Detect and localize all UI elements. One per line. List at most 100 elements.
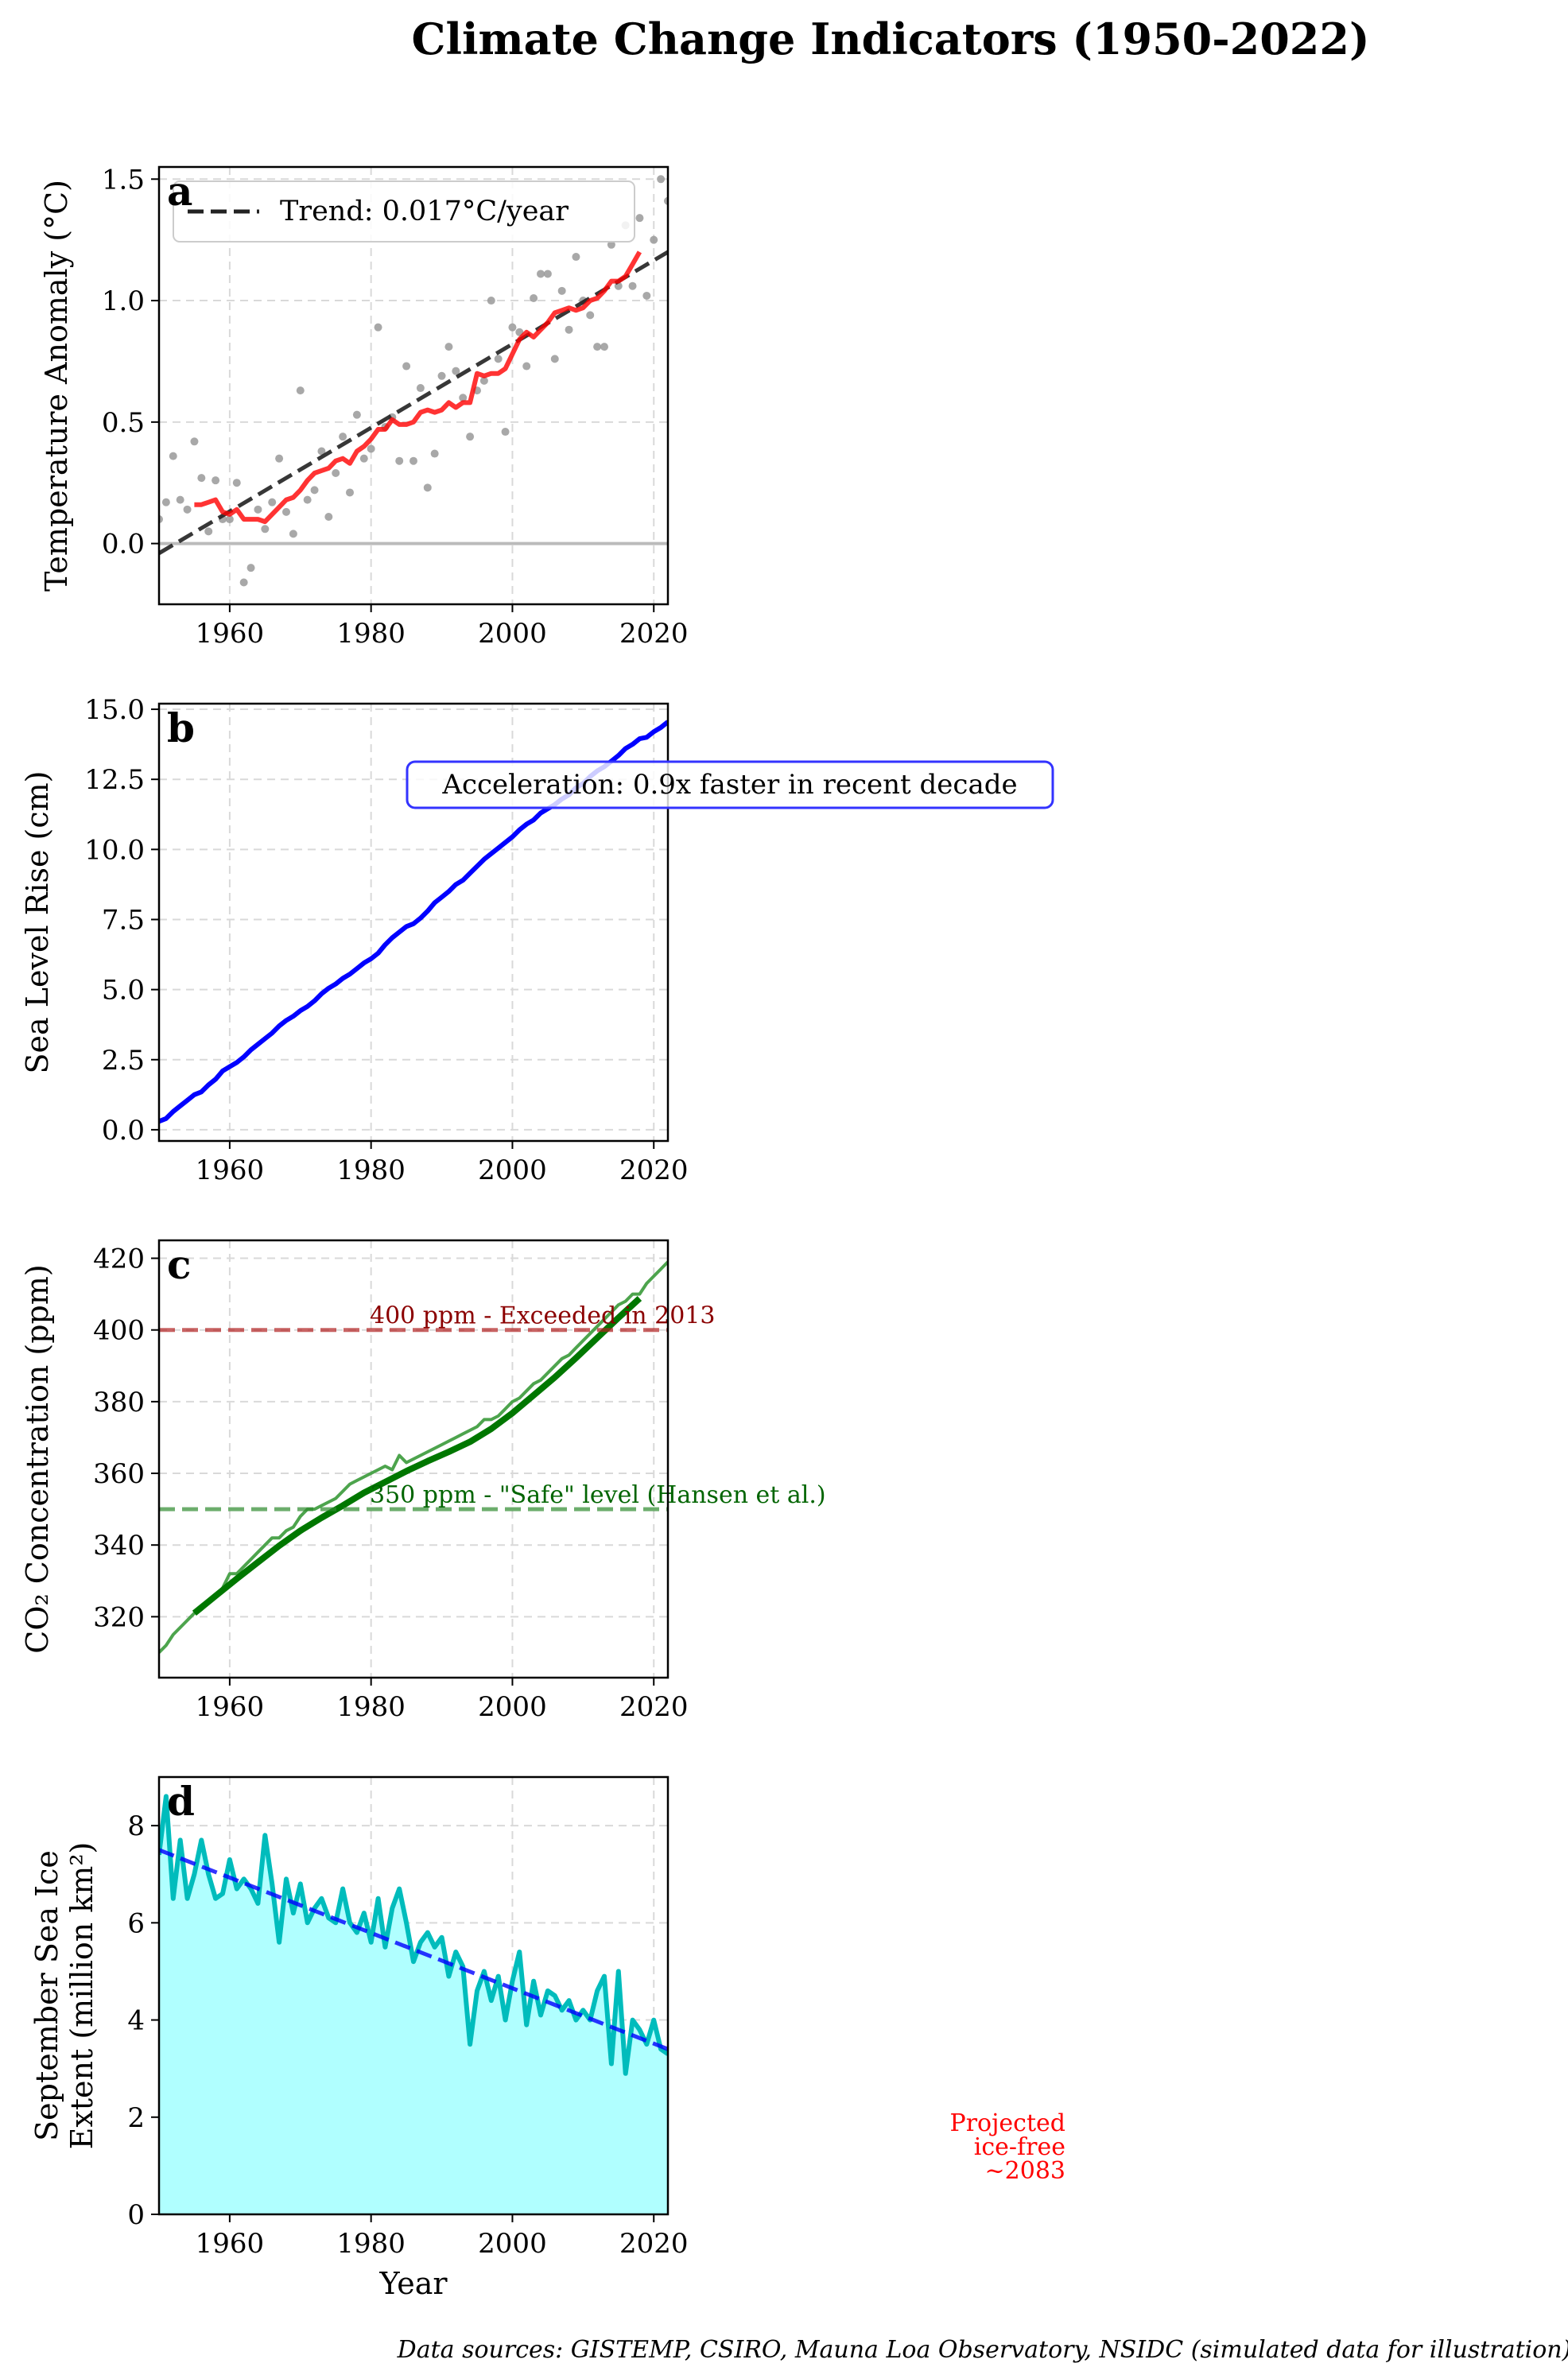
temperature-point (246, 564, 255, 572)
temperature-point (395, 456, 404, 465)
x-tick-label: 2020 (619, 1154, 689, 1186)
x-tick-label: 1980 (336, 618, 406, 650)
temperature-point (423, 483, 432, 492)
co2-400-reference-line-label: 400 ppm - Exceeded in 2013 (370, 1302, 716, 1330)
temperature-point (317, 447, 326, 456)
temperature-point (367, 444, 375, 453)
y-tick-label: 0.0 (102, 1115, 145, 1147)
x-tick-label: 2020 (619, 618, 689, 650)
y-tick-label: 0.5 (102, 407, 145, 439)
temperature-point (324, 513, 333, 521)
y-axis-label: Sea Level Rise (cm) (20, 771, 55, 1074)
temperature-point (261, 525, 270, 534)
co2-smoothed-line (192, 1296, 642, 1616)
acceleration-annotation-box (406, 760, 1054, 809)
y-tick-label: 2.5 (102, 1045, 145, 1077)
y-tick-label: 12.5 (84, 764, 145, 796)
temperature-point (657, 175, 666, 184)
y-tick-label: 380 (93, 1387, 145, 1418)
temperature-point (494, 355, 503, 363)
temperature-point (642, 291, 651, 300)
x-tick-label: 1960 (196, 1154, 265, 1186)
x-tick-label: 2020 (619, 2228, 689, 2260)
y-axis-label: Temperature Anomaly (°C) (39, 180, 74, 592)
y-tick-label: 0 (127, 2199, 145, 2231)
temperature-point (197, 474, 206, 483)
y-tick-label: 340 (93, 1530, 145, 1562)
x-tick-label: 1980 (336, 2228, 406, 2260)
temperature-point (176, 495, 184, 504)
sea-ice-line (159, 1794, 668, 2076)
axes-frame (157, 1775, 670, 2216)
temperature-point (650, 235, 658, 244)
temperature-point (479, 376, 488, 385)
temperature-point (522, 362, 531, 371)
x-tick-label: 1960 (196, 618, 265, 650)
temperature-point (437, 371, 446, 380)
temperature-point (444, 343, 453, 351)
temperature-point (466, 433, 475, 441)
temperature-point (402, 362, 411, 371)
co2-raw-line (159, 1260, 668, 1654)
temperature-point (530, 294, 538, 302)
temperature-point (225, 515, 234, 524)
temperature-point (339, 433, 347, 441)
y-tick-label: 4 (127, 2005, 145, 2037)
temperature-point (204, 527, 213, 536)
acceleration-annotation: Acceleration: 0.9x faster in recent deca… (406, 760, 1054, 809)
temperature-point (332, 469, 340, 477)
y-axis-label-line2: Extent (million km²) (64, 1842, 99, 2150)
temperature-point (586, 311, 595, 320)
panel-d-sea-ice: Projected ice-free ~2083 1960 1980 2000 2020 0 2… (29, 1775, 1065, 2301)
temperature-point (374, 323, 382, 332)
x-tick-label: 1980 (336, 1154, 406, 1186)
y-tick-label: 1.5 (102, 164, 145, 196)
x-tick-label: 2000 (478, 1154, 547, 1186)
temperature-point (572, 253, 580, 262)
temperature-point (254, 505, 262, 514)
temperature-point (635, 214, 644, 223)
y-tick-label: 360 (93, 1458, 145, 1490)
temperature-point (359, 454, 368, 463)
temperature-point (289, 530, 297, 538)
temperature-point (430, 449, 439, 458)
figure-footer: Data sources: GISTEMP, CSIRO, Mauna Loa … (397, 2336, 1568, 2364)
x-tick-label: 2000 (478, 2228, 547, 2260)
temperature-point (232, 479, 241, 487)
x-tick-label: 2000 (478, 1691, 547, 1723)
y-tick-label: 7.5 (102, 904, 145, 936)
legend-trend-label: Trend: 0.017°C/year (280, 196, 569, 227)
temperature-point (183, 505, 192, 514)
y-tick-label: 2 (127, 2102, 145, 2134)
temperature-point (600, 343, 608, 351)
plot-area (159, 1240, 668, 1678)
x-axis-label: Year (378, 2266, 448, 2301)
temperature-point (508, 323, 517, 332)
y-tick-label: 400 (93, 1315, 145, 1347)
y-axis-label: September Sea Ice (29, 1850, 64, 2141)
plot-area (159, 167, 668, 604)
temperature-point (268, 498, 277, 506)
temperature-point (296, 386, 305, 395)
axes-frame (157, 1239, 670, 1679)
temperature-point (169, 452, 177, 460)
temperature-point (487, 297, 495, 305)
temperature-point (282, 507, 290, 516)
temperature-point (452, 367, 460, 375)
panel-c-co2: 400 ppm - Exceeded in 2013 350 ppm - "Saf… (20, 1239, 826, 1723)
temperature-point (416, 384, 425, 393)
temperature-point (352, 410, 361, 419)
temperature-point (346, 488, 354, 497)
figure-title: Climate Change Indicators (1950-2022) (411, 14, 1369, 64)
x-tick-label: 1960 (196, 1691, 265, 1723)
temperature-point (628, 281, 637, 290)
y-tick-label: 420 (93, 1244, 145, 1275)
y-tick-label: 6 (127, 1907, 145, 1939)
ice-free-projection-text: Projected ice-free ~2083 (950, 2109, 1065, 2185)
ice-free-projection-line: Projected (950, 2109, 1065, 2137)
temperature-point (501, 428, 510, 437)
x-tick-label: 1980 (336, 1691, 406, 1723)
temperature-point (537, 270, 545, 278)
y-axis-label: CO₂ Concentration (ppm) (20, 1264, 55, 1654)
